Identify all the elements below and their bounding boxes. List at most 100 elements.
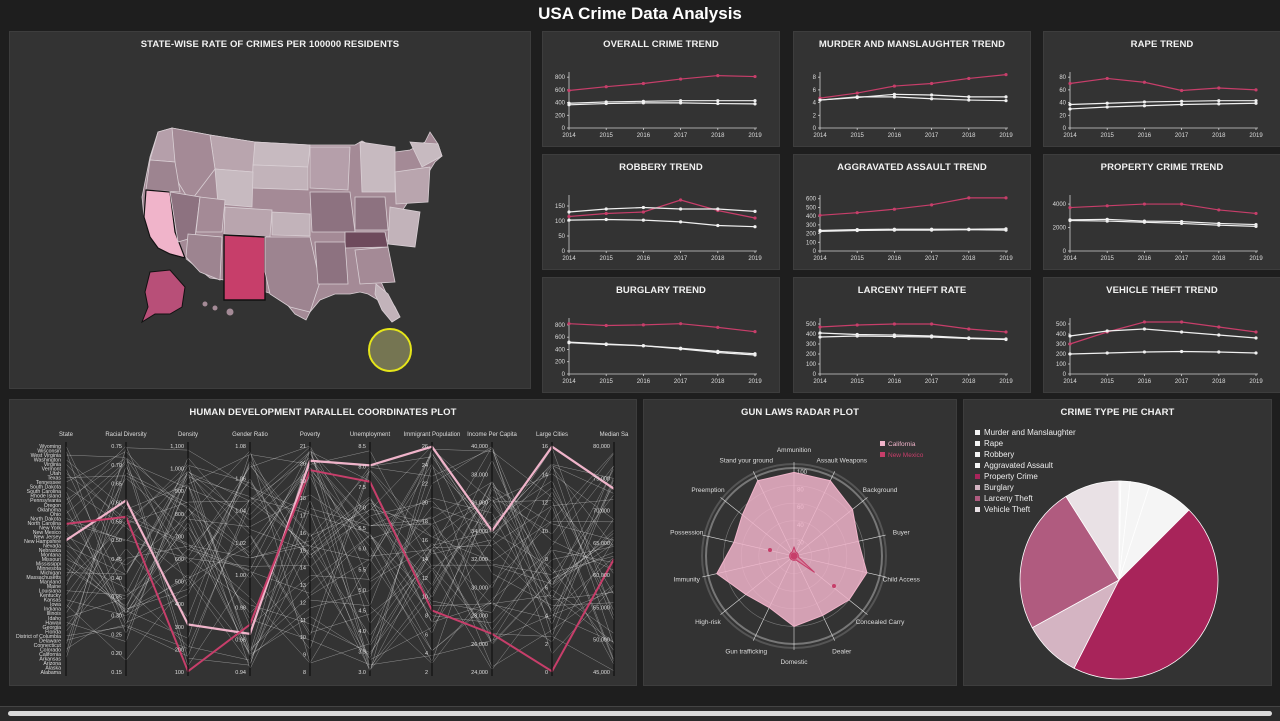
pcp-tick-label: 1.02 bbox=[235, 541, 246, 547]
pcp-tick-label: 20 bbox=[422, 501, 428, 507]
trend-chart[interactable]: 0 100 200 300 400 500 2014 2015 2016 2017 2018 2019 bbox=[1044, 278, 1280, 394]
trend-chart[interactable]: 0 2 4 6 8 2014 2015 2016 2017 2018 2019 bbox=[794, 32, 1032, 148]
trend-chart[interactable]: 0 100 200 300 400 500 600 2014 2015 2016 2017 2018 2… bbox=[794, 155, 1032, 271]
y-tick-label: 0 bbox=[813, 372, 817, 378]
state-virginia[interactable] bbox=[387, 206, 421, 248]
state-arkansas[interactable] bbox=[314, 241, 349, 285]
y-tick-label: 300 bbox=[1056, 342, 1067, 348]
pcp-tick-label: 38,000 bbox=[471, 472, 488, 478]
state-label: Alabama bbox=[41, 670, 62, 676]
state-south-dakota[interactable] bbox=[251, 164, 309, 191]
state-label: Michigan bbox=[40, 571, 61, 577]
pie-legend-item[interactable]: Rape bbox=[975, 439, 1003, 448]
pie-legend-item[interactable]: Robbery bbox=[975, 450, 1014, 459]
pie-legend-item[interactable]: Vehicle Theft bbox=[975, 505, 1030, 514]
state-texas[interactable] bbox=[264, 236, 321, 313]
x-tick-label: 2015 bbox=[851, 379, 865, 385]
hawaii-island bbox=[212, 305, 218, 311]
data-point bbox=[967, 336, 971, 341]
data-point bbox=[1217, 86, 1221, 90]
state-missouri[interactable] bbox=[309, 191, 356, 233]
data-point bbox=[1068, 352, 1072, 356]
state-line bbox=[65, 459, 615, 670]
state-alaska[interactable] bbox=[140, 269, 186, 324]
state-tennessee[interactable] bbox=[344, 231, 389, 249]
pie-legend-item[interactable]: Larceny Theft bbox=[975, 494, 1033, 503]
x-tick-label: 2015 bbox=[600, 133, 614, 139]
data-point bbox=[753, 102, 757, 106]
x-tick-label: 2015 bbox=[1101, 256, 1115, 262]
data-point bbox=[855, 228, 859, 233]
x-tick-label: 2014 bbox=[813, 133, 827, 139]
parallel-coordinates-plot[interactable]: State Racial Diversity 0.75 0.70 0.65 0.60 0.5… bbox=[10, 400, 638, 687]
legend-label: Vehicle Theft bbox=[984, 505, 1031, 514]
x-tick-label: 2019 bbox=[999, 133, 1013, 139]
pcp-tick-label: 100 bbox=[175, 670, 184, 676]
pie-legend-item[interactable]: Aggravated Assault bbox=[975, 461, 1053, 470]
x-tick-label: 2019 bbox=[748, 379, 762, 385]
pie-legend-item[interactable]: Burglary bbox=[975, 483, 1014, 492]
series-line bbox=[1069, 328, 1257, 339]
horizontal-scrollbar[interactable] bbox=[0, 706, 1280, 721]
pcp-tick-label: 22 bbox=[422, 482, 428, 488]
state-new-england[interactable] bbox=[409, 141, 443, 168]
state-montana[interactable] bbox=[209, 134, 256, 173]
state-kansas[interactable] bbox=[271, 211, 311, 237]
trend-chart[interactable]: 0 2000 4000 2014 2015 2016 2017 2018 2019 bbox=[1044, 155, 1280, 271]
x-tick-label: 2019 bbox=[999, 256, 1013, 262]
series-line bbox=[568, 342, 756, 356]
radar-chart[interactable]: Ammunition Assault Weapons Background Buyer… bbox=[644, 400, 958, 687]
state-pennsylvania[interactable] bbox=[394, 166, 431, 205]
y-tick-label: 500 bbox=[1056, 322, 1067, 328]
pie-chart[interactable] bbox=[964, 400, 1273, 687]
pie-legend-item[interactable]: Property Crime bbox=[975, 472, 1038, 481]
scrollbar-thumb[interactable] bbox=[8, 711, 1272, 716]
state-arizona[interactable] bbox=[185, 233, 223, 281]
state-oregon[interactable] bbox=[145, 159, 181, 193]
state-illinois[interactable] bbox=[354, 196, 389, 231]
data-point bbox=[1180, 202, 1184, 206]
us-map[interactable] bbox=[10, 32, 532, 390]
state-utah[interactable] bbox=[195, 196, 226, 233]
state-california[interactable] bbox=[143, 189, 186, 259]
state-michigan[interactable] bbox=[359, 141, 396, 193]
state-label: Iowa bbox=[50, 602, 61, 608]
trend-chart[interactable]: 0 50 100 150 2014 2015 2016 2017 2018 2019 bbox=[543, 155, 781, 271]
pcp-tick-label: 16 bbox=[300, 531, 306, 537]
trend-chart[interactable]: 0 200 400 600 800 2014 2015 2016 2017 2018 2019 bbox=[543, 32, 781, 148]
pcp-axis-label: State bbox=[59, 432, 74, 438]
state-georgia[interactable] bbox=[354, 246, 396, 285]
state-minnesota[interactable] bbox=[309, 146, 351, 191]
data-point bbox=[1068, 107, 1072, 111]
series-line bbox=[819, 197, 1006, 216]
pcp-tick-label: 0.35 bbox=[111, 595, 122, 601]
data-point bbox=[1105, 105, 1109, 109]
legend-swatch bbox=[975, 430, 980, 436]
y-tick-label: 2 bbox=[813, 113, 817, 119]
pcp-tick-label: 0.98 bbox=[235, 605, 246, 611]
state-wyoming[interactable] bbox=[214, 168, 254, 208]
state-colorado[interactable] bbox=[223, 206, 273, 238]
pcp-tick-label: 0.75 bbox=[111, 444, 122, 450]
trend-panel: MURDER AND MANSLAUGHTER TREND 0 2 4 6 8 2014 20… bbox=[793, 31, 1031, 147]
trend-chart[interactable]: 0 100 200 300 400 500 2014 2015 2016 2017 2018 2019 bbox=[794, 278, 1032, 394]
series-line bbox=[568, 74, 756, 92]
state-hawaii[interactable] bbox=[202, 301, 208, 307]
trend-title: AGGRAVATED ASSAULT TREND bbox=[837, 162, 987, 173]
pcp-tick-label: 200 bbox=[175, 647, 184, 653]
state-florida[interactable] bbox=[374, 283, 401, 323]
data-point bbox=[930, 322, 934, 326]
data-point bbox=[1180, 102, 1184, 107]
y-tick-label: 600 bbox=[555, 88, 566, 94]
trend-chart[interactable]: 0 20 40 60 80 2014 2015 2016 2017 2018 2019 bbox=[1044, 32, 1280, 148]
state-north-dakota[interactable] bbox=[252, 141, 311, 168]
data-point bbox=[604, 342, 608, 347]
state-new-mexico[interactable] bbox=[223, 234, 266, 301]
pie-legend-item[interactable]: Murder and Manslaughter bbox=[975, 428, 1076, 437]
state-line bbox=[65, 452, 615, 575]
data-point bbox=[892, 92, 896, 96]
data-point bbox=[1105, 204, 1109, 208]
trend-chart[interactable]: 0 200 400 600 800 2014 2015 2016 2017 2018 2019 bbox=[543, 278, 781, 394]
data-point bbox=[1217, 102, 1221, 106]
state-label: North Carolina bbox=[28, 521, 62, 527]
